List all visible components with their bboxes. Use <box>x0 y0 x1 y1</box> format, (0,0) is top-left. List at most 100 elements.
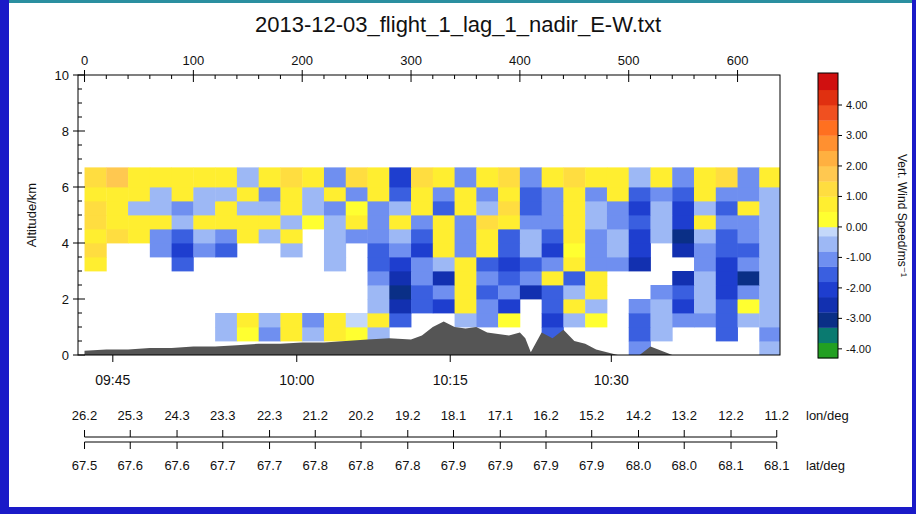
wind-cell <box>280 243 302 257</box>
wind-cell <box>563 243 585 257</box>
x-tick <box>193 70 194 75</box>
wind-cell <box>106 187 128 201</box>
wind-cell <box>237 313 259 327</box>
lon_ticks-tick-label: 15.2 <box>579 408 604 423</box>
x-tick-label: 600 <box>727 53 749 68</box>
lat_ticks-tick-label: 67.9 <box>579 458 604 473</box>
wind-cell <box>738 299 760 313</box>
wind-cell <box>302 187 324 201</box>
lon_ticks-tick-label: 16.2 <box>533 408 558 423</box>
lon_ticks-axis-line <box>85 437 777 438</box>
wind-cell <box>215 243 237 257</box>
lat_ticks-tick <box>453 442 454 449</box>
x-tick <box>519 70 520 75</box>
lon_ticks-tick-label: 24.3 <box>164 408 189 423</box>
wind-cell <box>759 187 780 201</box>
wind-cell <box>520 201 542 215</box>
wind-cell <box>280 215 302 229</box>
x-minor-tick <box>236 75 237 79</box>
lat_ticks-title: lat/deg <box>806 458 845 473</box>
wind-cell <box>498 215 520 229</box>
wind-cell <box>411 285 433 299</box>
wind-cell <box>215 327 237 341</box>
wind-cell <box>607 187 629 201</box>
wind-cell <box>280 327 302 341</box>
wind-cell <box>738 243 760 257</box>
wind-cell <box>520 243 542 257</box>
wind-cell <box>172 201 194 215</box>
lon_ticks-tick <box>360 430 361 437</box>
lat_ticks-tick-label: 68.1 <box>764 458 789 473</box>
wind-cell <box>433 187 455 201</box>
colorbar-tick-label: -3.00 <box>846 312 871 324</box>
wind-cell <box>650 167 672 187</box>
wind-cell <box>85 187 107 201</box>
colorbar-swatch <box>818 212 838 228</box>
wind-cell <box>520 215 542 229</box>
wind-cell <box>542 257 564 271</box>
y-minor-tick <box>78 201 82 202</box>
wind-cell <box>694 313 716 327</box>
wind-cell <box>650 201 672 215</box>
wind-cell <box>346 327 368 341</box>
wind-cell <box>672 201 694 215</box>
lat_ticks-tick-label: 68.1 <box>718 458 743 473</box>
wind-cell <box>455 243 477 257</box>
colorbar-tick <box>838 318 842 319</box>
wind-cell <box>128 229 150 243</box>
x-minor-tick <box>672 75 673 79</box>
wind-cell <box>193 229 215 243</box>
wind-cell <box>563 167 585 187</box>
wind-cell <box>368 167 390 187</box>
lon_ticks-tick-label: 25.3 <box>118 408 143 423</box>
wind-cell <box>280 313 302 327</box>
wind-cell <box>280 167 302 187</box>
time-tick-label: 09:45 <box>95 372 130 388</box>
time-tick-label: 10:00 <box>279 372 314 388</box>
wind-cell <box>542 167 564 187</box>
wind-cell <box>563 313 585 327</box>
wind-cell <box>629 201 651 215</box>
wind-cell <box>215 167 237 187</box>
wind-cell <box>411 257 433 271</box>
wind-cell <box>389 285 411 299</box>
y-minor-tick <box>78 271 82 272</box>
wind-cell <box>172 229 194 243</box>
wind-cell <box>368 299 390 313</box>
wind-cell <box>476 257 498 271</box>
wind-cell <box>280 201 302 215</box>
wind-cell <box>368 229 390 243</box>
x-minor-tick <box>606 75 607 79</box>
wind-cell <box>215 187 237 201</box>
colorbar-swatch <box>818 105 838 121</box>
wind-cell <box>476 229 498 243</box>
wind-cell <box>150 201 172 215</box>
wind-cell <box>476 271 498 285</box>
x-minor-tick <box>149 75 150 79</box>
x-minor-tick <box>258 75 259 79</box>
wind-cell <box>433 167 455 187</box>
x-minor-tick <box>171 75 172 79</box>
wind-cell <box>498 285 520 299</box>
y-tick <box>73 299 85 300</box>
x-minor-tick <box>694 75 695 79</box>
lat_ticks-tick <box>638 442 639 449</box>
x-minor-tick <box>476 75 477 79</box>
wind-cell <box>498 187 520 201</box>
wind-cell <box>455 229 477 243</box>
wind-cell <box>759 257 780 271</box>
wind-cell <box>215 201 237 215</box>
colorbar-swatch <box>818 282 838 298</box>
lon_ticks-tick <box>177 430 178 437</box>
x-tick <box>737 70 738 75</box>
colorbar-tick <box>838 287 842 288</box>
lat_ticks-tick <box>315 442 316 449</box>
wind-cell <box>476 187 498 201</box>
wind-cell <box>563 187 585 201</box>
wind-cell <box>716 229 738 243</box>
lat_ticks-tick-label: 67.7 <box>257 458 282 473</box>
background <box>0 0 916 514</box>
wind-cell <box>607 257 629 271</box>
colorbar-swatch <box>818 236 838 252</box>
lon_ticks-tick <box>130 430 131 437</box>
